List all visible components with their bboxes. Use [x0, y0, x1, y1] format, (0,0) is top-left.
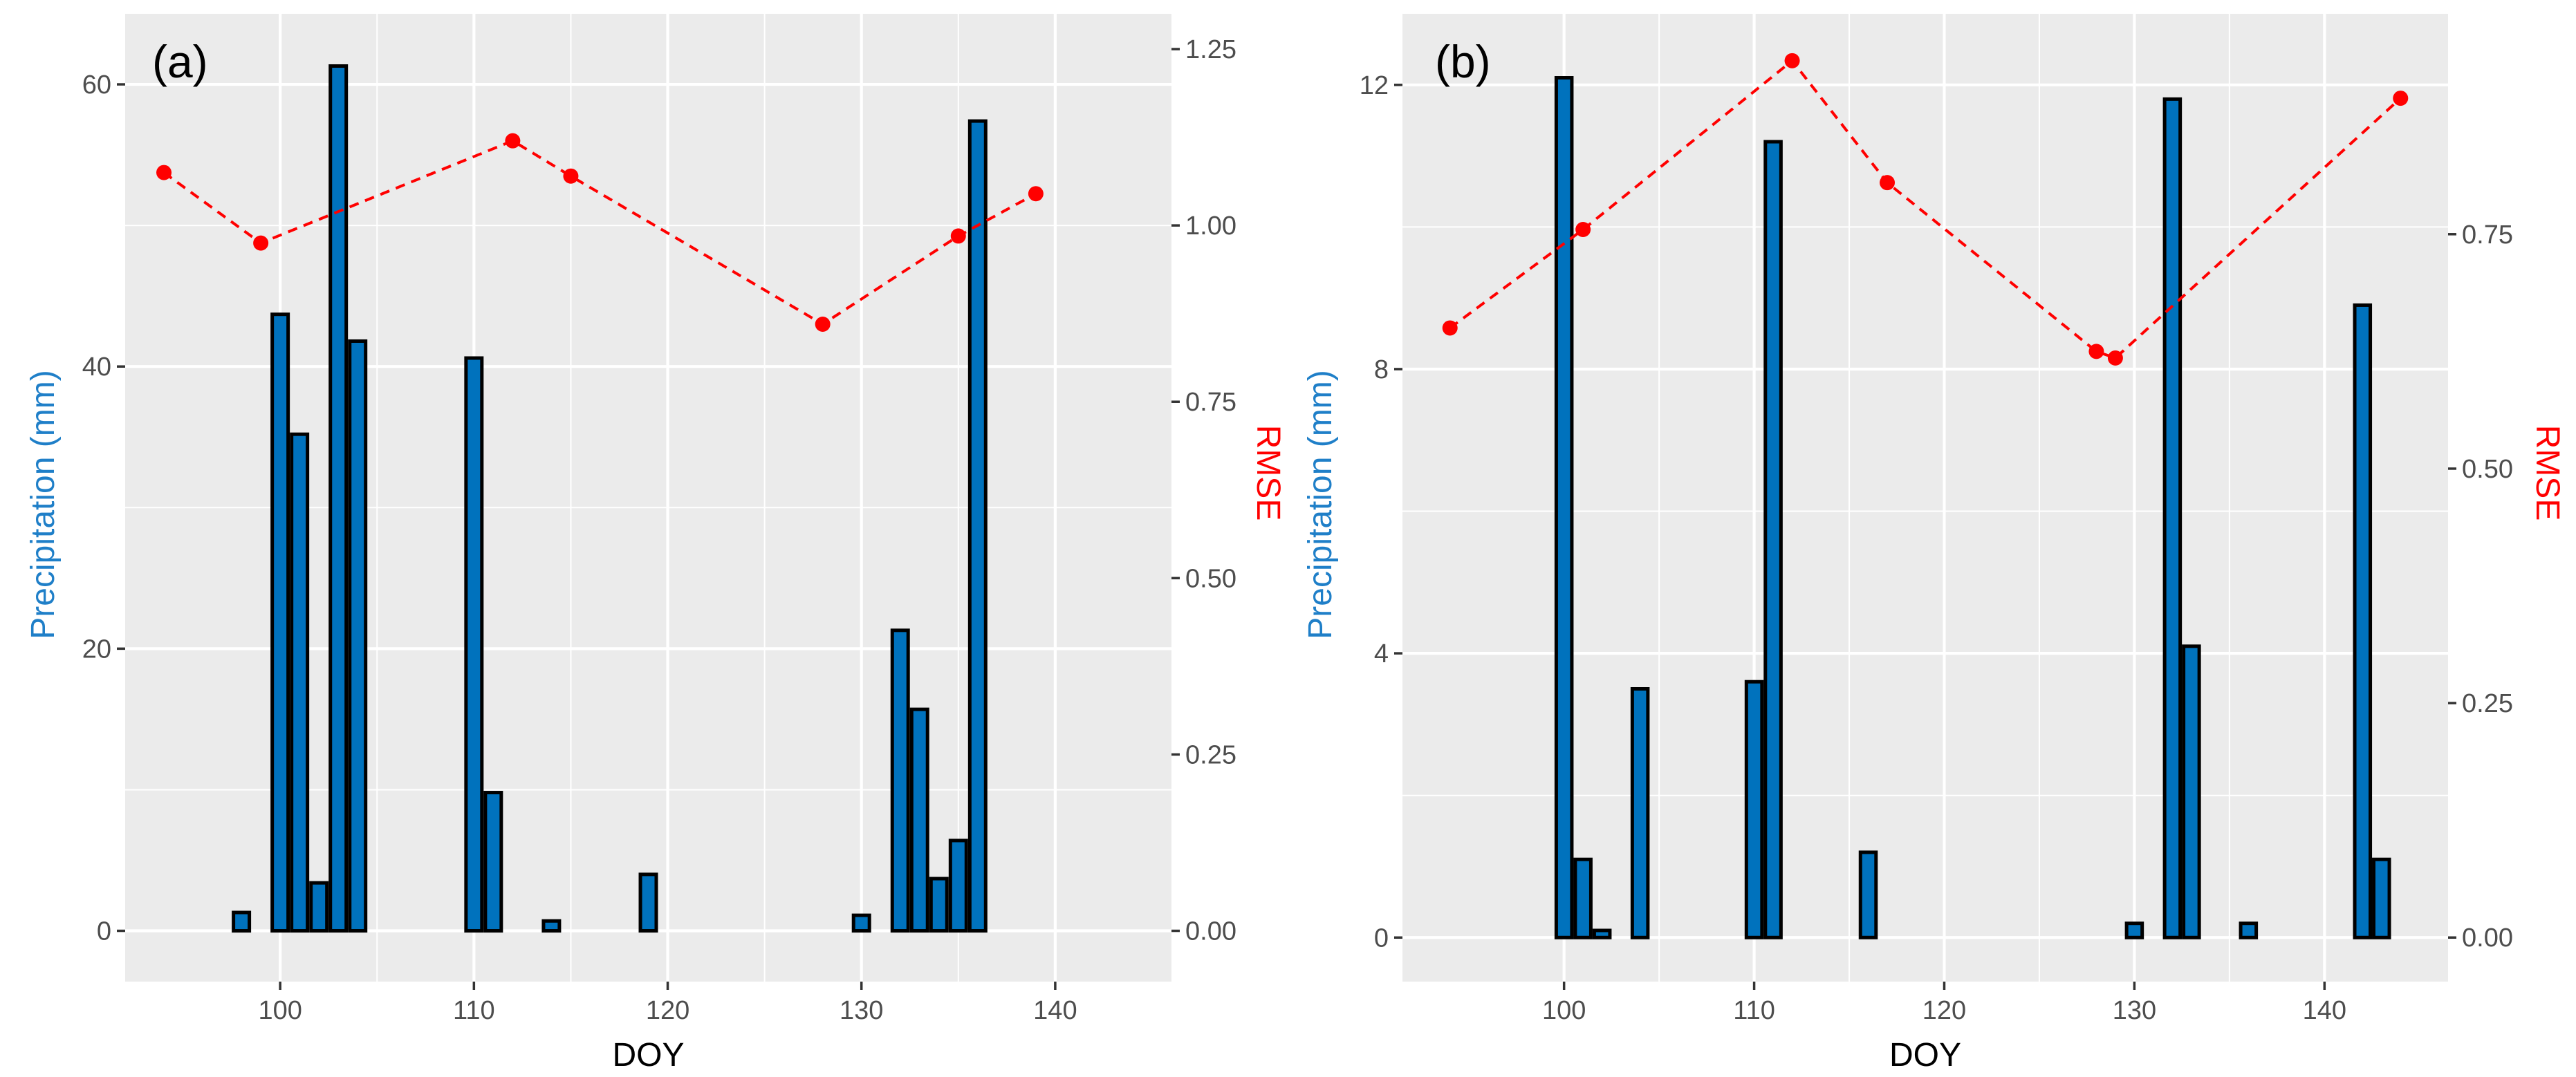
y-tick-label: 40: [82, 353, 111, 382]
y2-tick-label: 0.25: [2462, 689, 2513, 718]
y2-tick-label: 0.25: [1185, 740, 1236, 769]
y2-tick-label: 0.75: [1185, 388, 1236, 417]
x-tick-label: 130: [2113, 996, 2156, 1025]
rmse-point: [1880, 175, 1896, 191]
rmse-point: [1575, 222, 1591, 238]
precipitation-bar: [483, 791, 503, 933]
panel-label: (b): [1435, 36, 1491, 87]
x-tick-label: 140: [1033, 996, 1077, 1025]
panel-a: 0 20 40 60 0.00 0.25 0.50 0.75 1.00 1.25 100 110 120…: [25, 14, 1286, 1074]
x-tick-label: 120: [646, 996, 689, 1025]
precipitation-bar: [851, 913, 871, 933]
y-tick-label: 4: [1374, 639, 1389, 668]
precipitation-bar: [890, 628, 910, 933]
precipitation-bar: [1573, 857, 1593, 939]
rmse-point: [950, 228, 966, 244]
precipitation-bar: [348, 339, 368, 933]
rmse-point: [1442, 320, 1458, 336]
precipitation-bar: [2162, 97, 2183, 939]
precipitation-bar: [929, 877, 949, 933]
panel-b: 0 4 8 12 0.00 0.25 0.50 0.75 100 110 120 130 140 DOY P…: [1302, 14, 2566, 1074]
x-tick-label: 140: [2303, 996, 2346, 1025]
y-tick-label: 0: [97, 917, 111, 946]
rmse-point: [2393, 91, 2409, 106]
precipitation-bar: [232, 910, 252, 933]
rmse-point: [156, 165, 172, 180]
precipitation-bar: [2372, 857, 2391, 939]
y2-tick-label: 0.50: [2462, 455, 2513, 484]
y-tick-label: 0: [1374, 924, 1389, 953]
precipitation-bar: [290, 432, 310, 933]
rmse-point: [2088, 344, 2104, 359]
y-axis-title: Precipitation (mm): [25, 370, 62, 639]
precipitation-bar: [2239, 921, 2259, 939]
x-axis-title: DOY: [1889, 1037, 1961, 1074]
x-tick-label: 100: [258, 996, 302, 1025]
precipitation-bar: [1630, 687, 1650, 939]
rmse-point: [2107, 350, 2123, 366]
y2-tick-label: 0.00: [1185, 917, 1236, 946]
precipitation-bar: [1763, 140, 1783, 939]
y2-tick-label: 0.50: [1185, 564, 1236, 593]
precipitation-bar: [909, 707, 929, 933]
x-tick-label: 110: [1733, 996, 1775, 1025]
precipitation-bar: [638, 872, 658, 933]
precipitation-bar: [328, 64, 349, 933]
precipitation-bar: [948, 839, 968, 933]
y-axis-title: Precipitation (mm): [1302, 370, 1339, 639]
y2-tick-label: 1.25: [1185, 35, 1236, 64]
y2-axis-title: RMSE: [1250, 425, 1286, 521]
rmse-point: [815, 316, 831, 332]
precipitation-bar: [2182, 644, 2201, 939]
precipitation-bar: [309, 881, 329, 933]
y2-tick-label: 1.00: [1185, 212, 1236, 241]
precipitation-bar: [1554, 76, 1574, 939]
precipitation-bar: [270, 312, 290, 933]
y-tick-label: 12: [1360, 71, 1389, 100]
y-tick-label: 8: [1374, 355, 1389, 384]
precipitation-bar: [2353, 303, 2373, 939]
y2-tick-label: 0.00: [2462, 924, 2513, 953]
rmse-point: [505, 133, 521, 149]
y2-axis-title: RMSE: [2529, 425, 2566, 521]
panel-label: (a): [152, 36, 208, 87]
x-tick-label: 120: [1922, 996, 1966, 1025]
y2-tick-label: 0.75: [2462, 221, 2513, 250]
precipitation-bar: [1858, 850, 1878, 939]
panel-background: [1402, 14, 2448, 982]
precipitation-bar: [1592, 928, 1612, 939]
y-tick-label: 60: [82, 71, 111, 100]
precipitation-bar: [1744, 680, 1764, 939]
precipitation-bar: [464, 356, 484, 933]
precipitation-bar: [2124, 921, 2144, 939]
x-tick-label: 100: [1542, 996, 1586, 1025]
precipitation-bar: [541, 919, 562, 933]
x-tick-label: 110: [453, 996, 495, 1025]
rmse-point: [1028, 186, 1044, 202]
y-tick-label: 20: [82, 635, 111, 664]
rmse-point: [253, 235, 269, 251]
precipitation-bar: [967, 119, 988, 933]
rmse-point: [1784, 53, 1800, 68]
x-axis-title: DOY: [612, 1037, 684, 1074]
x-tick-label: 130: [840, 996, 883, 1025]
rmse-point: [563, 168, 579, 184]
